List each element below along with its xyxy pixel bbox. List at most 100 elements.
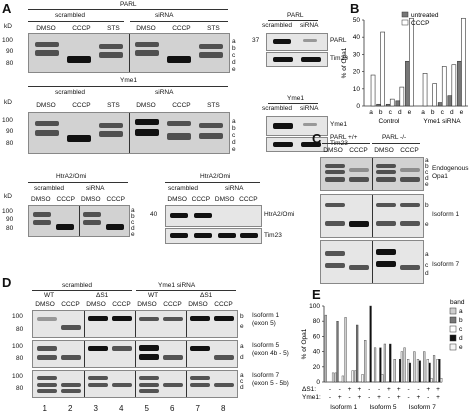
yme1-lane-labels: DMSO CCCP STS DMSO CCCP STS bbox=[36, 102, 220, 109]
panel-d-iso7-exon: (exon 5 - 5b) bbox=[252, 380, 289, 387]
parl-side-title: PARL bbox=[287, 12, 304, 19]
parl-wt-label: PARL +/+ bbox=[330, 134, 358, 141]
mw-80: 80 bbox=[6, 60, 14, 67]
yme1-side-blot bbox=[266, 116, 328, 136]
parl-sirna-label: siRNA bbox=[155, 12, 174, 19]
e-bar-d-2-2 bbox=[428, 362, 431, 383]
b-bar-CCCP-0 bbox=[370, 74, 376, 107]
e-yme1-1-2: - bbox=[388, 394, 390, 401]
b-bar-CCCP-2 bbox=[389, 98, 395, 107]
panel-c-iso1-b: b bbox=[425, 202, 429, 209]
htra2-sirna: siRNA bbox=[86, 185, 105, 192]
b-legend-untreated: untreated bbox=[411, 12, 439, 19]
b-bar-untreated-1 bbox=[376, 103, 381, 107]
tim23-label-3: Tim23 bbox=[264, 232, 282, 239]
e-bar-a-0-2 bbox=[344, 317, 347, 383]
panel-c-endogenous-blot bbox=[320, 157, 424, 191]
panel-d-mw80-2: 80 bbox=[16, 355, 24, 362]
e-yme1-0-0: - bbox=[329, 394, 331, 401]
htra2-scrambled: scrambled bbox=[34, 185, 64, 192]
panel-d-mw80-1: 80 bbox=[16, 326, 24, 333]
e-bar-d-1-0 bbox=[369, 305, 372, 383]
e-legend-a: a bbox=[459, 308, 463, 315]
kd-label-3: kD bbox=[4, 193, 12, 200]
b-bar-CCCP-8 bbox=[451, 64, 457, 107]
yme1-side-label: Yme1 bbox=[330, 121, 347, 128]
e-bar-a-1-3 bbox=[393, 358, 396, 383]
e-yme1-1-3: + bbox=[397, 394, 401, 401]
e-yme1-1-0: - bbox=[368, 394, 370, 401]
panel-c-lane-labels: DMSO CCCP DMSO CCCP bbox=[323, 147, 419, 154]
b-bar-untreated-2 bbox=[385, 103, 391, 107]
yme1-side-scrambled: scrambled bbox=[262, 105, 292, 112]
b-bar-untreated-9 bbox=[457, 60, 462, 107]
e-ytick-label-100: 100 bbox=[309, 303, 320, 310]
mw-80-b: 80 bbox=[6, 140, 14, 147]
b-bar-untreated-8 bbox=[447, 95, 453, 107]
b-bar-CCCP-7 bbox=[441, 66, 447, 107]
parl-title: PARL bbox=[120, 1, 137, 8]
htra2-side-blot bbox=[165, 205, 262, 227]
mw-37: 37 bbox=[252, 37, 260, 44]
e-bar-d-2-3 bbox=[438, 358, 441, 383]
e-bar-e-1-3 bbox=[400, 351, 403, 383]
panel-c-isoform1-blot bbox=[320, 194, 424, 238]
kd-label-2: kD bbox=[4, 99, 12, 106]
e-yme1-label: Yme1: bbox=[302, 394, 321, 401]
b-bar-CCCP-9 bbox=[461, 17, 466, 107]
yme1-blot bbox=[28, 112, 230, 154]
opa1-label: Opa1 bbox=[432, 173, 448, 180]
e-yme1-2-0: - bbox=[407, 394, 409, 401]
e-bar-a-0-1 bbox=[334, 372, 337, 383]
e-legend-title: band bbox=[450, 299, 465, 306]
e-ytick-label-40: 40 bbox=[313, 349, 321, 356]
e-bar-e-2-3 bbox=[440, 377, 443, 383]
parl-side-scrambled: scrambled bbox=[262, 22, 292, 29]
panel-d-mw80-3: 80 bbox=[16, 385, 24, 392]
e-ds1-1-1: - bbox=[378, 386, 380, 393]
e-yme1-0-3: + bbox=[358, 394, 362, 401]
tim23-label-1: Tim23 bbox=[330, 55, 348, 62]
panel-d-ds1-1: ΔS1 bbox=[96, 292, 109, 299]
panel-a-label: A bbox=[2, 1, 12, 16]
e-category-2: Isoform 7 bbox=[409, 404, 436, 411]
mw-40: 40 bbox=[150, 211, 158, 218]
b-xtick-5: a bbox=[421, 109, 425, 116]
e-ds1-2-2: + bbox=[426, 386, 430, 393]
b-ytick-label-50: 50 bbox=[353, 17, 361, 24]
e-ds1-1-3: + bbox=[397, 386, 401, 393]
htra2-side-title: HtrA2/Omi bbox=[200, 173, 231, 180]
e-ds1-0-3: + bbox=[358, 386, 362, 393]
b-xtick-8: d bbox=[450, 109, 454, 116]
panel-d-scrambled-bracket bbox=[32, 290, 132, 291]
htra2-side-scrambled: scrambled bbox=[168, 185, 198, 192]
panel-d-lane-treat: DMSO CCCP DMSO CCCP DMSO CCCP DMSO CCCP bbox=[35, 301, 233, 308]
e-bar-b-0-3 bbox=[356, 324, 359, 383]
parl-wt-bracket bbox=[322, 143, 370, 144]
e-bar-a-1-0 bbox=[364, 340, 367, 383]
panel-b-label: B bbox=[350, 1, 360, 16]
tim23-blot-3 bbox=[165, 228, 262, 244]
e-bar-a-2-0 bbox=[403, 347, 406, 383]
b-xtick-2: c bbox=[389, 109, 393, 116]
b-legend-swatch-untreated bbox=[401, 11, 409, 18]
mw-90-b: 90 bbox=[6, 128, 14, 135]
panel-d-isoform1-blot bbox=[32, 310, 238, 338]
panel-d-iso5-label: Isoform 5 bbox=[252, 342, 280, 349]
mw-90: 90 bbox=[6, 48, 14, 55]
parl-blot bbox=[28, 33, 230, 73]
b-xtick-6: b bbox=[431, 109, 435, 116]
panel-d-label: D bbox=[2, 275, 12, 290]
yme1-side-bracket bbox=[268, 103, 318, 104]
e-ds1-label: ΔS1: bbox=[302, 386, 316, 393]
e-legend-swatch-c bbox=[449, 325, 457, 333]
panel-c-iso7-c: c bbox=[425, 262, 429, 269]
e-bar-d-2-1 bbox=[418, 360, 421, 383]
b-xtick-1: b bbox=[379, 109, 383, 116]
yme1-scrambled-label: scrambled bbox=[55, 89, 85, 96]
e-ds1-0-0: - bbox=[329, 386, 331, 393]
htra2-side-label: HtrA2/Omi bbox=[264, 211, 295, 218]
b-bar-untreated-7 bbox=[437, 102, 443, 107]
